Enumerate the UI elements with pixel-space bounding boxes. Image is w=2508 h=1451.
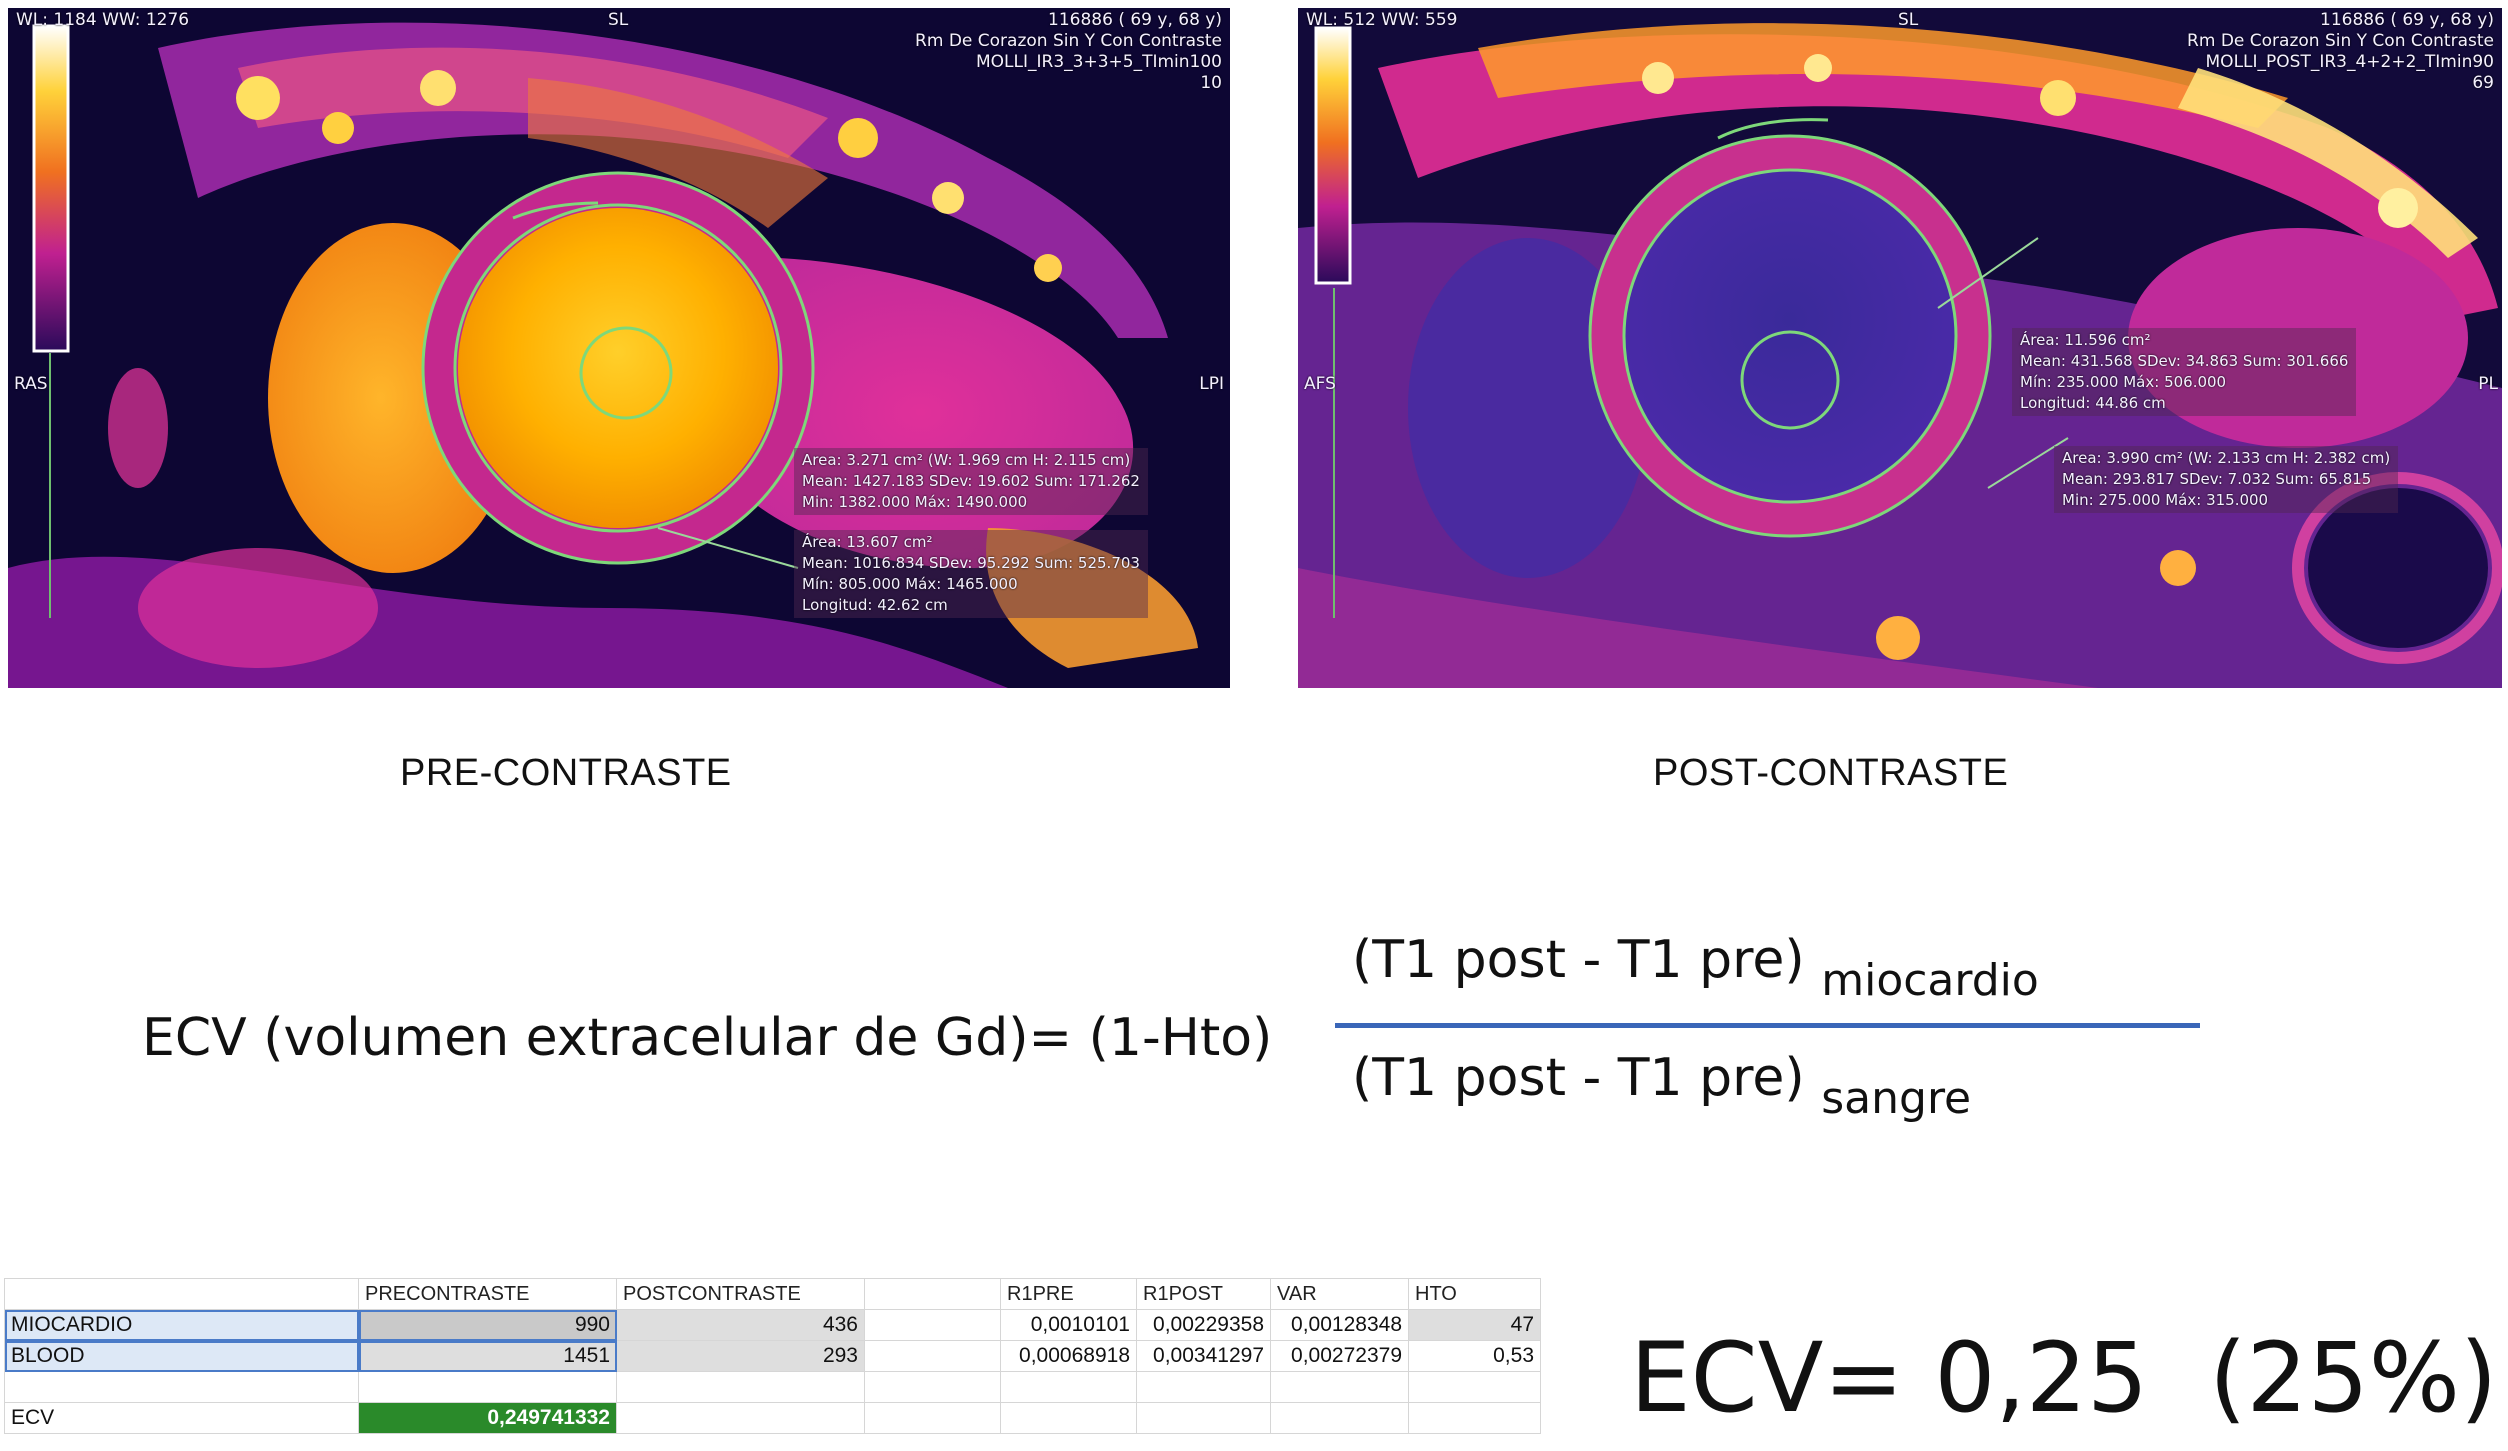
window-level: WL: 1184 WW: 1276 [16, 10, 190, 30]
sheet-cell[interactable] [1136, 1371, 1271, 1403]
sheet-cell[interactable]: 0,0010101 [1000, 1309, 1137, 1341]
sheet-cell[interactable] [864, 1340, 1001, 1372]
window-level: WL: 512 WW: 559 [1306, 10, 1458, 30]
formula-denominator: (T1 post - T1 pre) sangre [1352, 1048, 1972, 1124]
sheet-header-row: PRECONTRASTE POSTCONTRASTE R1PRE R1POST … [4, 1278, 1541, 1310]
sheet-cell[interactable] [864, 1402, 1001, 1434]
sheet-header-cell[interactable]: POSTCONTRASTE [616, 1278, 865, 1310]
sheet-header-cell[interactable] [4, 1278, 359, 1310]
sheet-cell[interactable]: MIOCARDIO [4, 1309, 359, 1341]
post-contrast-t1-map [1298, 8, 2502, 688]
sheet-cell[interactable] [1408, 1402, 1541, 1434]
slice-label: SL [608, 10, 629, 30]
post-contrast-caption: POST-CONTRASTE [1653, 752, 2009, 794]
slice-label: SL [1898, 10, 1919, 30]
ecv-spreadsheet: PRECONTRASTE POSTCONTRASTE R1PRE R1POST … [4, 1278, 1541, 1434]
formula-numerator: (T1 post - T1 pre) miocardio [1352, 930, 2039, 1006]
formula-lhs: ECV (volumen extracelular de Gd)= (1-Hto… [142, 1008, 1273, 1068]
sheet-header-cell[interactable]: HTO [1408, 1278, 1541, 1310]
series-header: 116886 ( 69 y, 68 y) Rm De Corazon Sin Y… [915, 10, 1222, 93]
series-header: 116886 ( 69 y, 68 y) Rm De Corazon Sin Y… [2187, 10, 2494, 93]
sheet-header-cell[interactable]: R1POST [1136, 1278, 1271, 1310]
sheet-header-cell[interactable] [864, 1278, 1001, 1310]
sheet-cell[interactable]: 0,00341297 [1136, 1340, 1271, 1372]
roi-measurement-blood: Area: 3.990 cm² (W: 2.133 cm H: 2.382 cm… [2054, 446, 2399, 513]
sheet-cell[interactable] [864, 1309, 1001, 1341]
sheet-cell[interactable]: ECV [4, 1402, 359, 1434]
sheet-cell[interactable]: BLOOD [4, 1340, 359, 1372]
post-contrast-image: WL: 512 WW: 559 SL 116886 ( 69 y, 68 y) … [1298, 8, 2502, 688]
sheet-cell[interactable] [1000, 1371, 1137, 1403]
sheet-cell[interactable]: 1451 [358, 1340, 617, 1372]
sheet-header-cell[interactable]: R1PRE [1000, 1278, 1137, 1310]
ecv-result: ECV= 0,25 (25%) [1630, 1322, 2498, 1434]
sheet-header-cell[interactable]: VAR [1270, 1278, 1409, 1310]
sheet-cell[interactable] [1270, 1402, 1409, 1434]
sheet-header-cell[interactable]: PRECONTRASTE [358, 1278, 617, 1310]
orientation-right-label: LPI [1199, 374, 1224, 394]
sheet-cell[interactable] [616, 1371, 865, 1403]
sheet-cell[interactable] [358, 1371, 617, 1403]
roi-measurement-blood: Area: 3.271 cm² (W: 1.969 cm H: 2.115 cm… [794, 448, 1148, 515]
sheet-cell[interactable]: 293 [616, 1340, 865, 1372]
roi-measurement-myocardium: Área: 13.607 cm² Mean: 1016.834 SDev: 95… [794, 530, 1148, 618]
sheet-row-blood: BLOOD 1451 293 0,00068918 0,00341297 0,0… [4, 1340, 1541, 1372]
orientation-right-label: PL [2478, 374, 2498, 394]
sheet-row-miocardio: MIOCARDIO 990 436 0,0010101 0,00229358 0… [4, 1309, 1541, 1341]
pre-contrast-image: WL: 1184 WW: 1276 SL 116886 ( 69 y, 68 y… [8, 8, 1230, 688]
sheet-cell-ecv-result[interactable]: 0,249741332 [358, 1402, 617, 1434]
sheet-cell[interactable]: 0,00068918 [1000, 1340, 1137, 1372]
sheet-cell[interactable]: 436 [616, 1309, 865, 1341]
sheet-cell[interactable]: 990 [358, 1309, 617, 1341]
sheet-cell[interactable] [1000, 1402, 1137, 1434]
sheet-cell[interactable]: 0,00229358 [1136, 1309, 1271, 1341]
sheet-row-ecv: ECV 0,249741332 [4, 1402, 1541, 1434]
pre-contrast-caption: PRE-CONTRASTE [400, 752, 732, 794]
orientation-left-label: RAS [14, 374, 48, 394]
orientation-left-label: AFS [1304, 374, 1336, 394]
sheet-cell[interactable]: 47 [1408, 1309, 1541, 1341]
sheet-cell[interactable] [864, 1371, 1001, 1403]
roi-measurement-myocardium: Área: 11.596 cm² Mean: 431.568 SDev: 34.… [2012, 328, 2357, 416]
sheet-cell[interactable] [1136, 1402, 1271, 1434]
sheet-cell[interactable] [616, 1402, 865, 1434]
sheet-cell[interactable] [1408, 1371, 1541, 1403]
sheet-cell[interactable]: 0,00272379 [1270, 1340, 1409, 1372]
pre-contrast-t1-map [8, 8, 1230, 688]
sheet-row-empty [4, 1371, 1541, 1403]
sheet-cell[interactable]: 0,53 [1408, 1340, 1541, 1372]
sheet-cell[interactable]: 0,00128348 [1270, 1309, 1409, 1341]
fraction-bar [1335, 1023, 2200, 1028]
sheet-cell[interactable] [4, 1371, 359, 1403]
sheet-cell[interactable] [1270, 1371, 1409, 1403]
